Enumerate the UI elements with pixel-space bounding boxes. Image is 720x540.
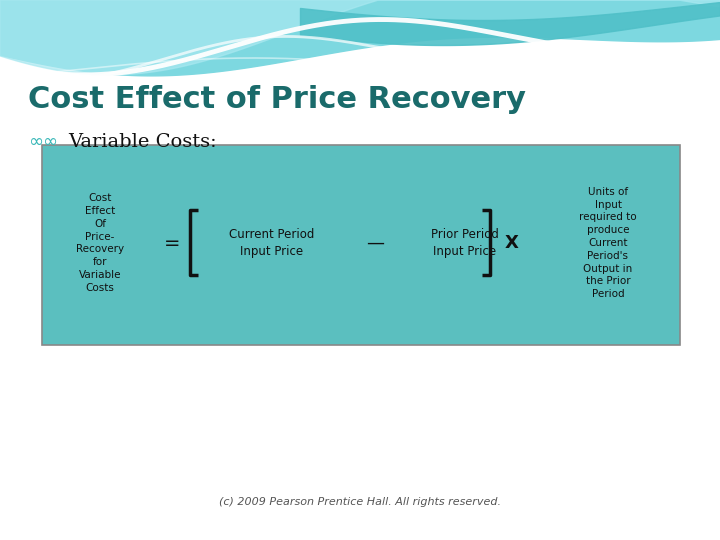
Text: Cost
Effect
Of
Price-
Recovery
for
Variable
Costs: Cost Effect Of Price- Recovery for Varia…: [76, 193, 124, 293]
FancyBboxPatch shape: [42, 145, 680, 345]
Text: Units of
Input
required to
produce
Current
Period's
Output in
the Prior
Period: Units of Input required to produce Curre…: [579, 187, 636, 299]
Text: Prior Period
Input Price: Prior Period Input Price: [431, 227, 499, 259]
Text: =: =: [163, 233, 180, 253]
Text: X: X: [505, 234, 519, 252]
Text: (c) 2009 Pearson Prentice Hall. All rights reserved.: (c) 2009 Pearson Prentice Hall. All righ…: [219, 497, 501, 507]
Text: Variable Costs:: Variable Costs:: [68, 133, 217, 151]
Text: ∞∞: ∞∞: [28, 133, 58, 151]
Text: —: —: [366, 234, 384, 252]
Text: Cost Effect of Price Recovery: Cost Effect of Price Recovery: [28, 85, 526, 114]
Text: Current Period
Input Price: Current Period Input Price: [229, 227, 315, 259]
